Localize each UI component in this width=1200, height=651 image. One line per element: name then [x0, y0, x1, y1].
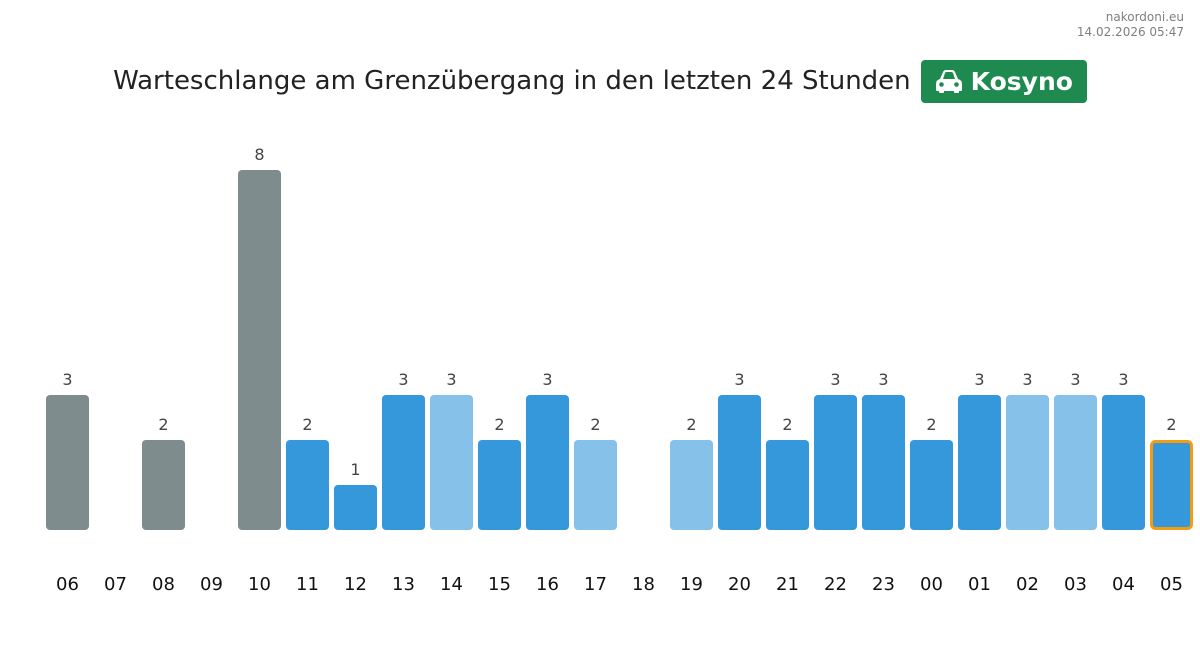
bar-15	[478, 440, 521, 530]
tick-label-03: 03	[1064, 574, 1087, 595]
timestamp: 14.02.2026 05:47	[1076, 25, 1184, 39]
value-label-10: 8	[254, 145, 264, 164]
tick-label-23: 23	[872, 574, 895, 595]
value-label-05: 2	[1166, 415, 1176, 434]
tick-label-18: 18	[632, 574, 655, 595]
tick-label-21: 21	[776, 574, 799, 595]
source-info: nakordoni.eu 14.02.2026 05:47	[1077, 10, 1184, 40]
bar-00	[910, 440, 953, 530]
value-label-22: 3	[830, 370, 840, 389]
bar-04	[1102, 395, 1145, 530]
tick-label-16: 16	[536, 574, 559, 595]
bar-01	[958, 395, 1001, 530]
chart-title: Warteschlange am Grenzübergang in den le…	[113, 66, 911, 96]
tick-label-05: 05	[1160, 574, 1183, 595]
value-label-19: 2	[686, 415, 696, 434]
bar-17	[574, 440, 617, 530]
location-name: Kosyno	[970, 66, 1073, 96]
tick-label-15: 15	[488, 574, 511, 595]
bar-11	[286, 440, 329, 530]
bar-02	[1006, 395, 1049, 530]
site-name: nakordoni.eu	[1105, 10, 1184, 24]
bar-03	[1054, 395, 1097, 530]
tick-label-14: 14	[440, 574, 463, 595]
bar-06	[46, 395, 89, 530]
bar-19	[670, 440, 713, 530]
tick-label-22: 22	[824, 574, 847, 595]
tick-label-06: 06	[56, 574, 79, 595]
bar-20	[718, 395, 761, 530]
bar-23	[862, 395, 905, 530]
tick-label-08: 08	[152, 574, 175, 595]
value-label-15: 2	[494, 415, 504, 434]
value-label-03: 3	[1070, 370, 1080, 389]
bar-08	[142, 440, 185, 530]
bar-05	[1150, 440, 1193, 530]
bar-12	[334, 485, 377, 530]
value-label-00: 2	[926, 415, 936, 434]
tick-label-09: 09	[200, 574, 223, 595]
bar-21	[766, 440, 809, 530]
bar-16	[526, 395, 569, 530]
tick-label-00: 00	[920, 574, 943, 595]
tick-label-01: 01	[968, 574, 991, 595]
tick-label-12: 12	[344, 574, 367, 595]
bar-14	[430, 395, 473, 530]
tick-label-20: 20	[728, 574, 751, 595]
value-label-11: 2	[302, 415, 312, 434]
value-label-20: 3	[734, 370, 744, 389]
tick-label-10: 10	[248, 574, 271, 595]
location-badge: Kosyno	[920, 59, 1087, 103]
value-label-08: 2	[158, 415, 168, 434]
tick-label-04: 04	[1112, 574, 1135, 595]
tick-label-07: 07	[104, 574, 127, 595]
car-icon	[935, 70, 962, 93]
title-row: Warteschlange am Grenzübergang in den le…	[0, 58, 1200, 104]
value-label-23: 3	[878, 370, 888, 389]
value-label-17: 2	[590, 415, 600, 434]
value-label-13: 3	[398, 370, 408, 389]
bar-22	[814, 395, 857, 530]
tick-label-11: 11	[296, 574, 319, 595]
value-label-01: 3	[974, 370, 984, 389]
value-label-06: 3	[62, 370, 72, 389]
tick-label-17: 17	[584, 574, 607, 595]
value-label-12: 1	[350, 460, 360, 479]
tick-label-19: 19	[680, 574, 703, 595]
value-label-21: 2	[782, 415, 792, 434]
value-label-02: 3	[1022, 370, 1032, 389]
bar-10	[238, 170, 281, 530]
value-label-04: 3	[1118, 370, 1128, 389]
value-label-14: 3	[446, 370, 456, 389]
value-label-16: 3	[542, 370, 552, 389]
tick-label-13: 13	[392, 574, 415, 595]
bar-13	[382, 395, 425, 530]
tick-label-02: 02	[1016, 574, 1039, 595]
